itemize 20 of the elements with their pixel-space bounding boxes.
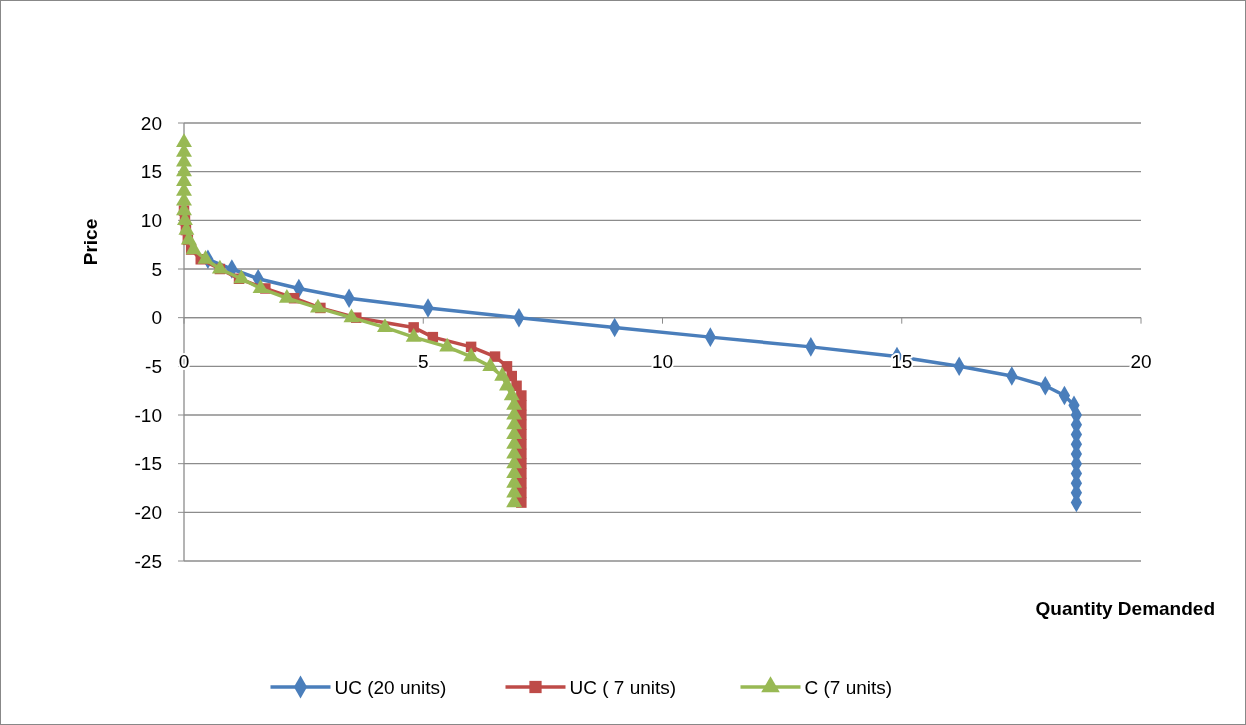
y-tick-label: -25 <box>134 550 162 572</box>
x-tick-label: 0 <box>178 350 190 372</box>
y-tick-label: 0 <box>151 307 162 329</box>
y-tick-label: 10 <box>140 209 162 231</box>
y-tick-label: 5 <box>151 258 162 280</box>
y-tick-label: -5 <box>145 355 162 377</box>
legend-label: UC ( 7 units) <box>569 676 677 698</box>
x-axis-title: Quantity Demanded <box>1035 598 1215 619</box>
x-tick-label: 10 <box>651 350 674 372</box>
y-tick-label: -20 <box>134 501 162 523</box>
y-axis-title: Price <box>80 218 101 266</box>
y-tick-label: 15 <box>140 161 162 183</box>
x-tick-label: 15 <box>891 350 913 372</box>
y-tick-label: 20 <box>140 112 162 134</box>
legend-label: C (7 units) <box>804 676 893 698</box>
y-tick-label: -10 <box>134 404 162 426</box>
x-tick-label: 20 <box>1130 350 1152 372</box>
x-tick-label: 5 <box>417 350 429 372</box>
y-tick-label: -15 <box>134 453 162 475</box>
legend-label: UC (20 units) <box>334 676 447 698</box>
